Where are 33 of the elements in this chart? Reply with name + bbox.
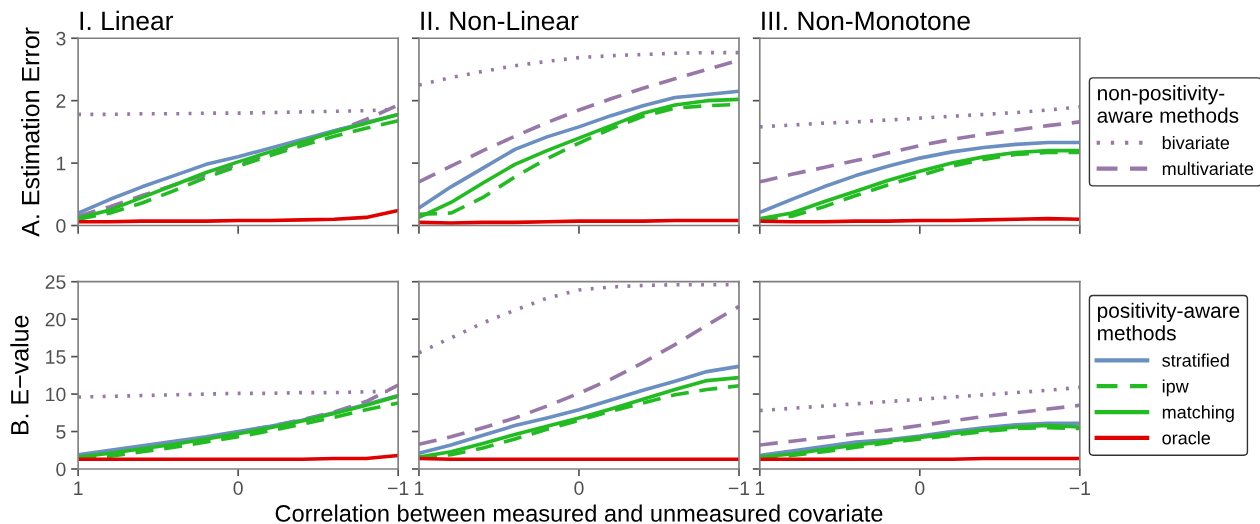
y-tick-label: 0 [56, 462, 66, 477]
legend-label: multivariate [1162, 161, 1254, 176]
chart-title: III. Non-Monotone [762, 11, 970, 31]
legend-title: non-positivity- aware methods [1097, 85, 1239, 123]
y-tick-label: 25 [45, 275, 66, 289]
y-axis-title: B. E−value [10, 315, 29, 435]
chart-title: I. Linear [80, 10, 174, 31]
y-tick-label: 5 [56, 425, 66, 439]
x-tick-label: −1 [728, 481, 750, 495]
y-tick-label: 10 [46, 387, 66, 402]
y-tick-label: 2 [56, 94, 66, 108]
y-axis-title: A. Estimation Error [21, 27, 40, 237]
legend-label: bivariate [1162, 135, 1230, 150]
legend-label: oracle [1162, 431, 1211, 445]
x-tick-label: 1 [755, 481, 765, 495]
chart-title: II. Non-Linear [421, 10, 579, 31]
y-tick-label: 0 [56, 218, 66, 233]
legend-label: stratified [1162, 353, 1229, 367]
x-tick-label: 0 [915, 481, 925, 496]
x-tick-label: 1 [74, 481, 83, 495]
legend-label: ipw [1162, 379, 1189, 397]
x-axis-title: Correlation between measured and unmeasured covariate [275, 504, 883, 522]
y-tick-label: 15 [46, 350, 66, 364]
y-tick-label: 20 [45, 312, 66, 327]
x-tick-label: −1 [388, 481, 409, 495]
y-tick-label: 3 [56, 31, 66, 46]
x-tick-label: 1 [415, 481, 424, 495]
x-tick-label: 0 [574, 481, 584, 496]
legend-title: positivity-aware methods [1097, 302, 1240, 341]
y-tick-label: 1 [56, 156, 66, 171]
legend-label: matching [1162, 405, 1234, 423]
x-tick-label: −1 [1069, 481, 1090, 495]
x-tick-label: 0 [233, 481, 243, 496]
